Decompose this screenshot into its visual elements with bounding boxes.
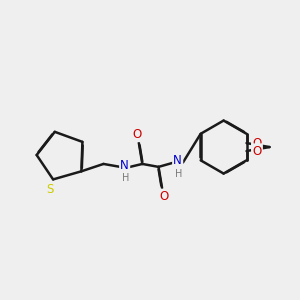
Text: O: O <box>159 190 168 203</box>
Text: S: S <box>46 183 54 196</box>
Text: N: N <box>120 159 129 172</box>
Text: N: N <box>173 154 182 167</box>
Text: H: H <box>175 169 182 179</box>
Text: O: O <box>252 145 262 158</box>
Text: O: O <box>252 136 262 150</box>
Text: O: O <box>133 128 142 141</box>
Text: H: H <box>122 173 129 183</box>
